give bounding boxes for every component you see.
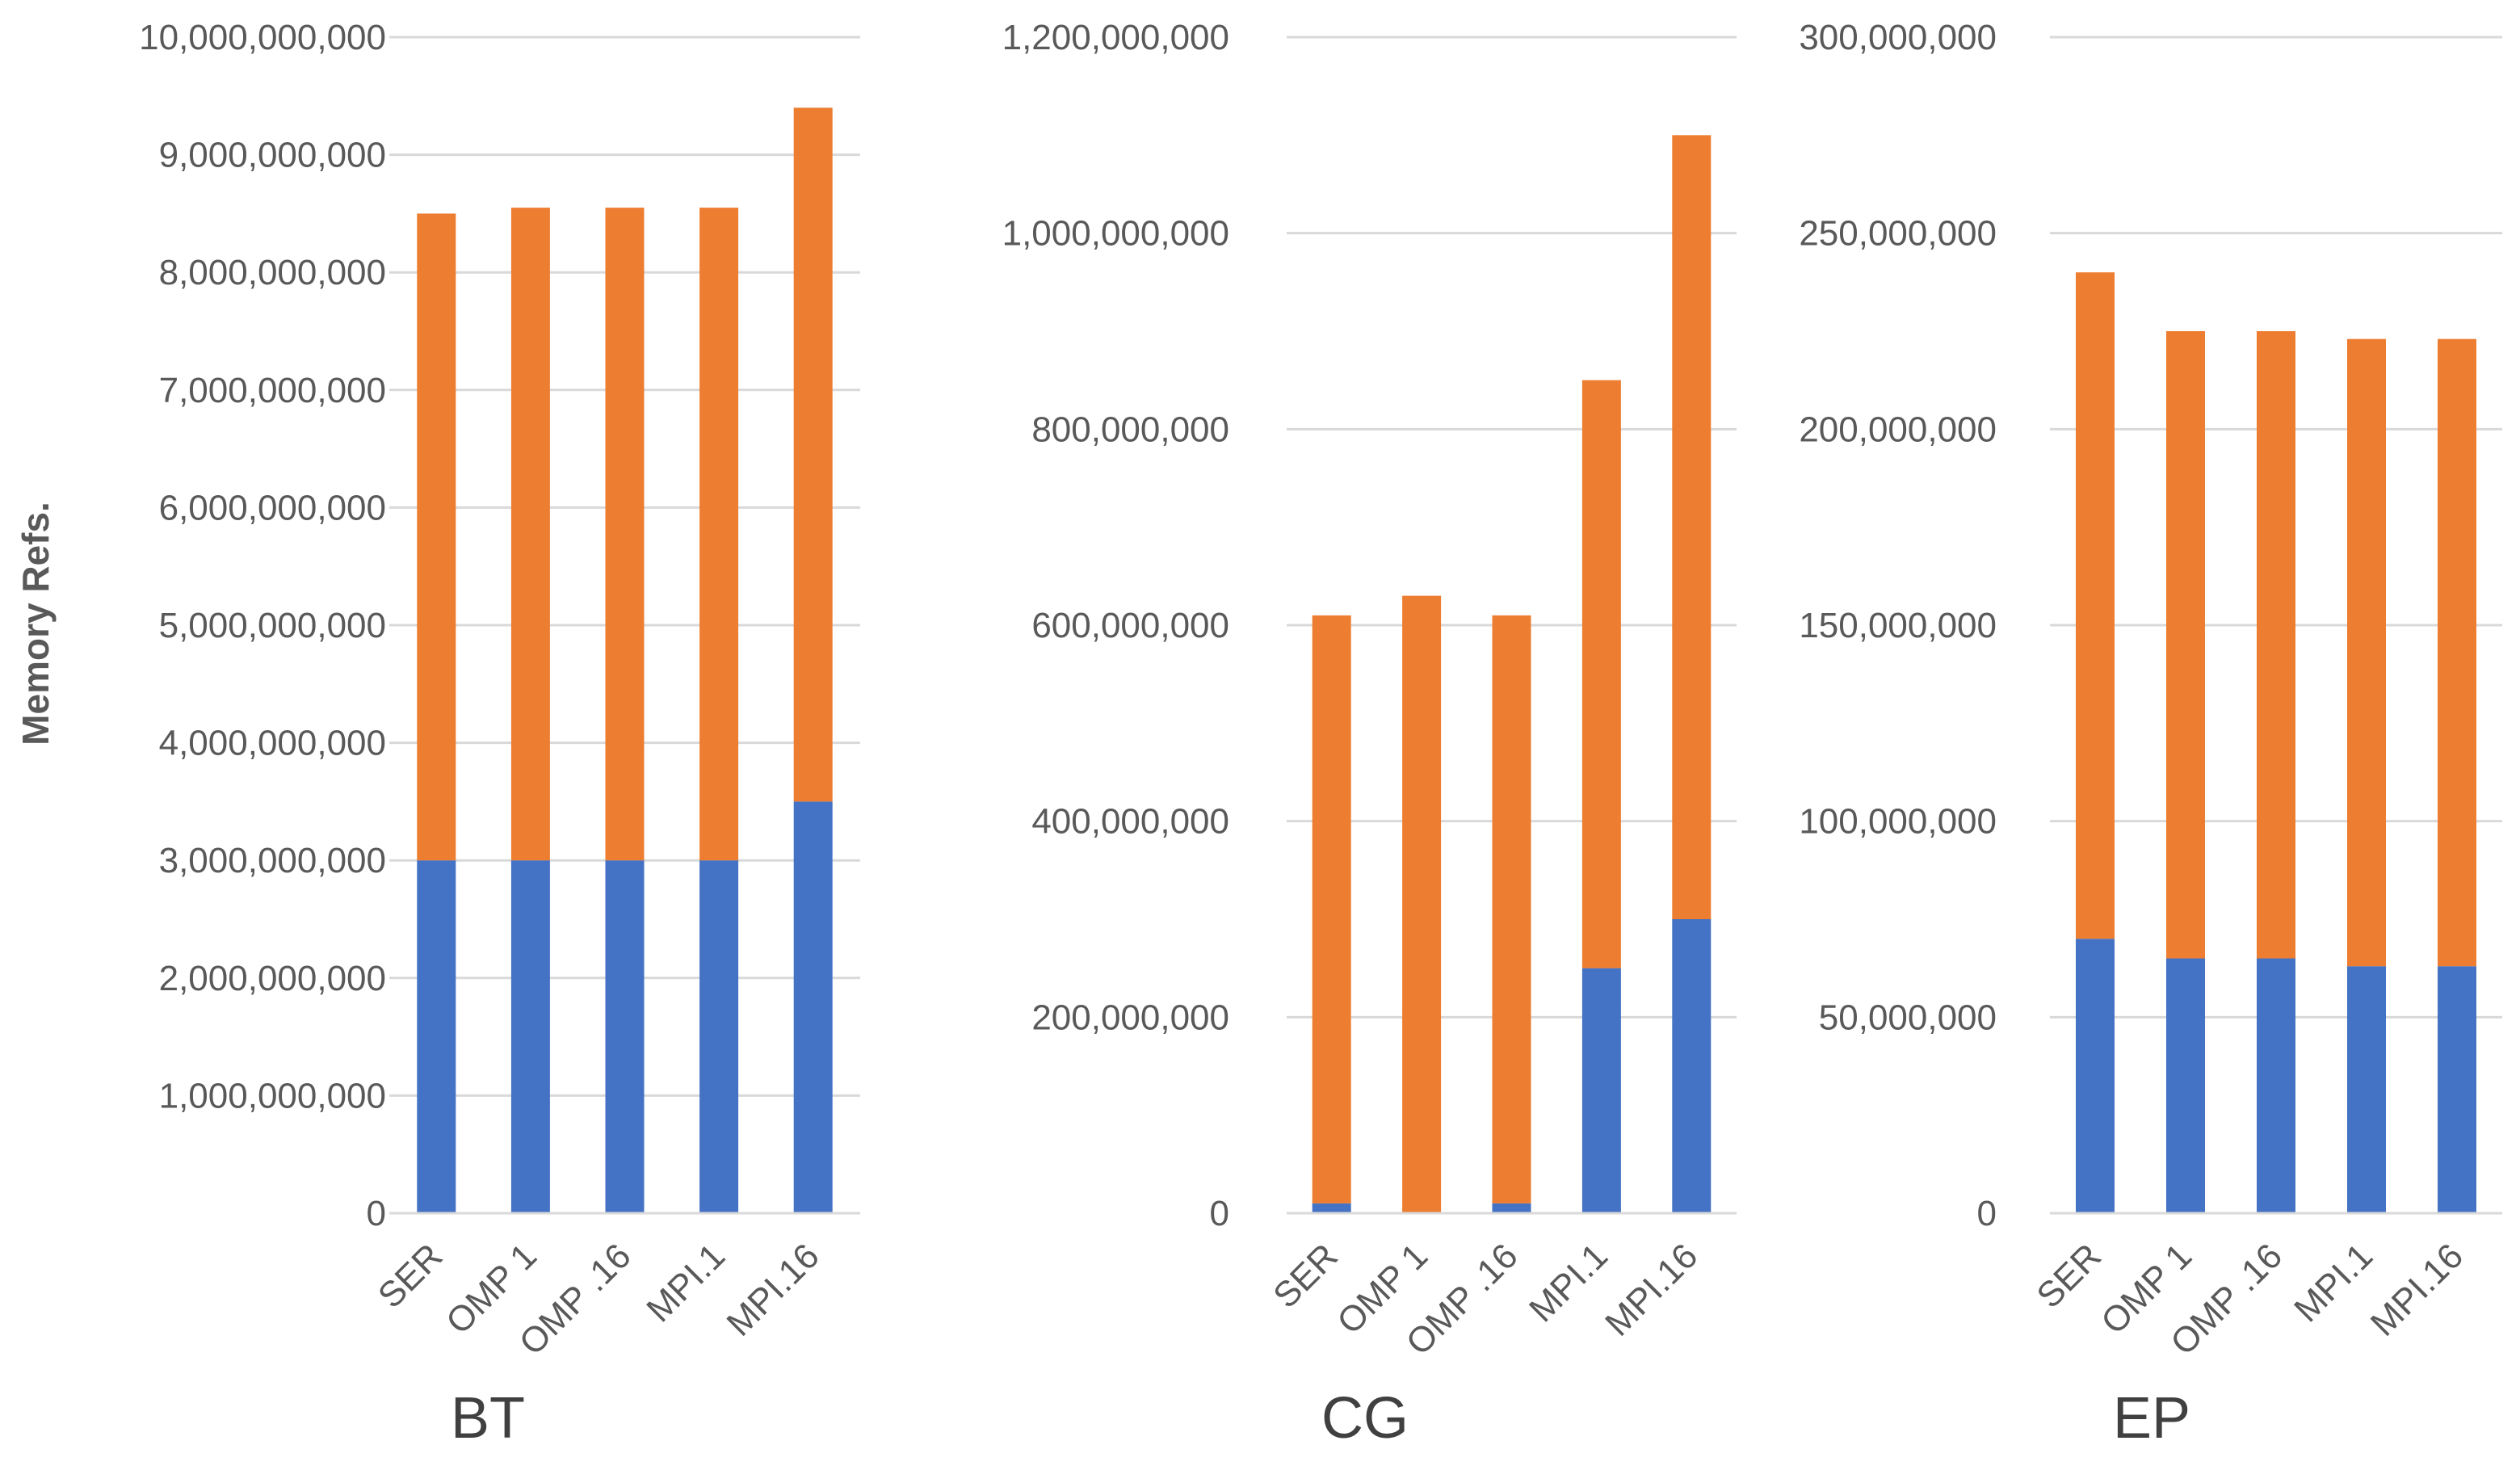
bar-upper <box>1581 380 1621 968</box>
x-tick-label: MPI.16 <box>1598 1236 1705 1343</box>
bar-upper <box>1492 615 1531 1203</box>
chart-title: BT <box>451 1386 525 1451</box>
bar-upper <box>2076 272 2115 939</box>
y-tick-label: 5,000,000,000 <box>159 606 386 645</box>
y-tick-label: 100,000,000 <box>1799 802 1997 842</box>
bar-lower <box>1672 919 1712 1213</box>
y-tick-label: 0 <box>1210 1194 1229 1233</box>
bar-upper <box>2438 338 2476 967</box>
y-tick-label: 250,000,000 <box>1799 214 1997 254</box>
bar-upper <box>2257 331 2295 959</box>
x-tick-label: SER <box>2029 1236 2109 1316</box>
x-tick-label: SER <box>1266 1236 1346 1316</box>
y-tick-label: 50,000,000 <box>1819 998 1997 1037</box>
y-tick-label: 9,000,000,000 <box>159 136 386 175</box>
y-tick-label: 8,000,000,000 <box>159 253 386 292</box>
chart-title: EP <box>2113 1386 2190 1451</box>
chart-title: CG <box>1321 1386 1409 1451</box>
y-axis-label: Memory Refs. <box>15 502 57 746</box>
bar-lower <box>605 860 645 1213</box>
y-tick-label: 6,000,000,000 <box>159 488 386 527</box>
bar-lower <box>2166 958 2205 1213</box>
bar-lower <box>699 860 739 1213</box>
bar-upper <box>605 208 645 861</box>
bar-lower <box>510 860 550 1213</box>
y-tick-label: 600,000,000 <box>1031 606 1229 645</box>
y-tick-label: 2,000,000,000 <box>159 959 386 998</box>
bar-lower <box>2347 966 2386 1213</box>
y-tick-label: 300,000,000 <box>1799 18 1997 57</box>
y-tick-label: 1,200,000,000 <box>1002 18 1229 57</box>
y-tick-label: 7,000,000,000 <box>159 371 386 410</box>
bar-lower <box>1581 968 1621 1213</box>
y-tick-label: 1,000,000,000 <box>159 1076 386 1115</box>
bar-lower <box>1492 1203 1531 1213</box>
y-tick-label: 0 <box>1977 1194 1997 1233</box>
bar-upper <box>417 213 456 861</box>
y-tick-label: 10,000,000,000 <box>139 18 386 57</box>
x-tick-label: MPI.16 <box>720 1236 827 1343</box>
chart-panel-ep: 0 50,000,000 100,000,000 150,000,000 200,000… <box>1799 18 2502 1451</box>
bar-upper <box>699 208 739 861</box>
bar-upper <box>2166 331 2205 959</box>
bar-lower <box>793 801 833 1213</box>
y-tick-label: 4,000,000,000 <box>159 724 386 763</box>
bar-upper <box>2347 338 2386 967</box>
bar-upper <box>1672 135 1712 920</box>
y-tick-label: 200,000,000 <box>1799 410 1997 449</box>
bar-lower <box>1312 1203 1351 1213</box>
x-tick-label: MPI.16 <box>2363 1236 2471 1343</box>
chart-panel-bt: 0 1,000,000,000 2,000,000,000 3,000,000,000… <box>139 18 860 1451</box>
y-tick-label: 150,000,000 <box>1799 606 1997 645</box>
y-tick-label: 0 <box>367 1194 386 1233</box>
bar-lower <box>2257 958 2295 1213</box>
y-tick-label: 3,000,000,000 <box>159 841 386 880</box>
bar-lower <box>2076 939 2115 1213</box>
chart-panels: 0 1,000,000,000 2,000,000,000 3,000,000,000… <box>139 18 2502 1451</box>
y-tick-label: 400,000,000 <box>1031 802 1229 842</box>
bar-lower <box>2438 966 2476 1213</box>
bar-upper <box>1402 595 1442 1213</box>
bar-upper <box>1312 615 1351 1203</box>
y-tick-label: 200,000,000 <box>1031 998 1229 1037</box>
bar-upper <box>793 107 833 802</box>
chart-panel-cg: 0 200,000,000 400,000,000 600,000,000 800,00… <box>1002 18 1737 1451</box>
y-tick-label: 1,000,000,000 <box>1002 214 1229 254</box>
x-tick-label: SER <box>371 1236 451 1316</box>
y-tick-label: 800,000,000 <box>1031 410 1229 449</box>
bar-lower <box>417 860 456 1213</box>
bar-upper <box>510 208 550 861</box>
